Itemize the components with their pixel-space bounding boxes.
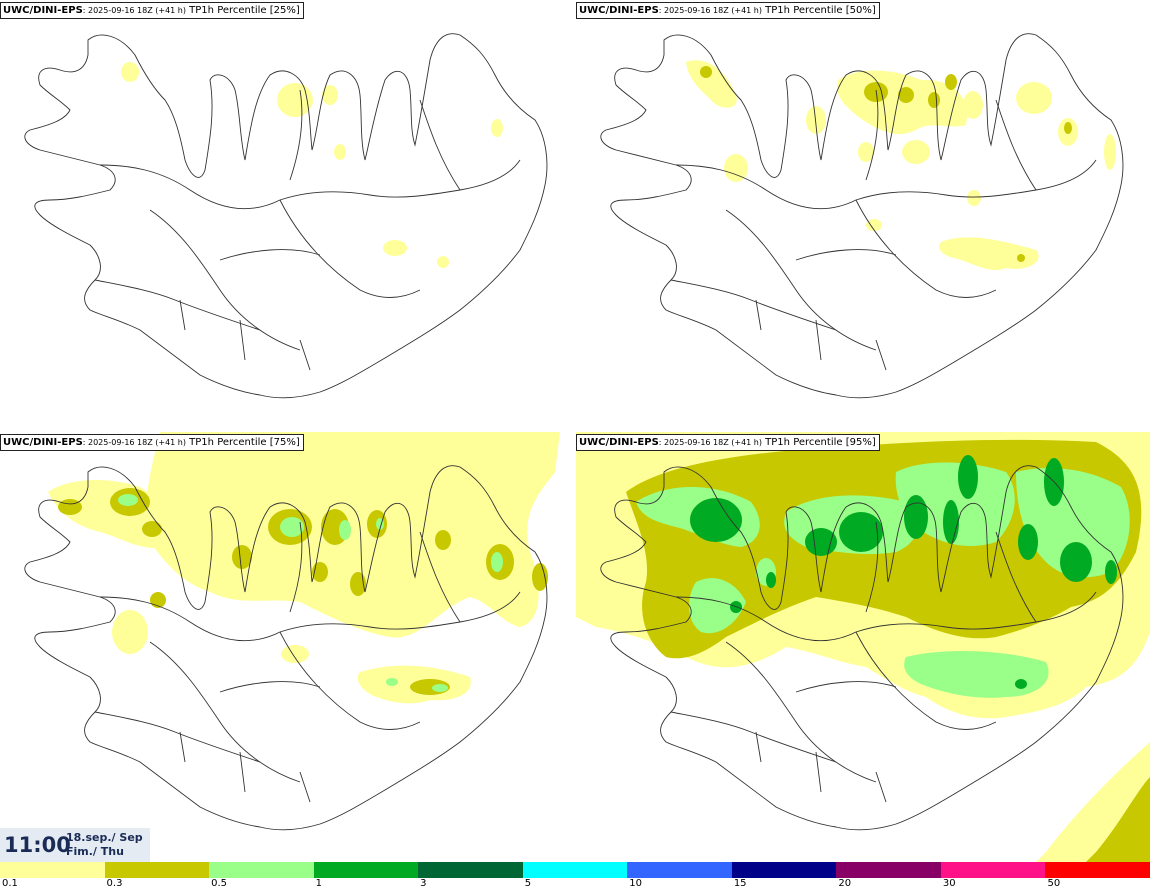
colorbar-tick-label: 50 bbox=[1047, 878, 1061, 889]
colorbar-ticks: 0.1 0.3 0.5 1 3 5 10 15 20 30 50 bbox=[0, 878, 1150, 891]
precip-areas bbox=[48, 432, 561, 704]
valid-date-line1: 18.sep./ Sep bbox=[66, 831, 143, 844]
colorbar-swatch bbox=[104, 862, 210, 878]
panel-title: UWC/DINI-EPS: 2025-09-16 18Z (+41 h) TP1… bbox=[0, 434, 304, 451]
colorbar-swatch bbox=[0, 862, 105, 878]
map-canvas bbox=[576, 432, 1150, 862]
colorbar-swatch bbox=[313, 862, 419, 878]
colorbar-tick-label: 3 bbox=[420, 878, 427, 889]
map-panel-p95: UWC/DINI-EPS: 2025-09-16 18Z (+41 h) TP1… bbox=[576, 432, 1150, 862]
valid-time-box: 11:00 18.sep./ Sep Fim./ Thu bbox=[0, 828, 150, 862]
map-canvas bbox=[600, 33, 1124, 399]
colorbar-swatch bbox=[731, 862, 837, 878]
colorbar-swatch bbox=[627, 862, 732, 878]
map-canvas bbox=[24, 432, 561, 831]
colorbar-tick-label: 5 bbox=[524, 878, 532, 889]
panel-title: UWC/DINI-EPS: 2025-09-16 18Z (+41 h) TP1… bbox=[576, 2, 880, 19]
colorbar-tick-label: 20 bbox=[838, 878, 852, 889]
panel-title: UWC/DINI-EPS: 2025-09-16 18Z (+41 h) TP1… bbox=[576, 434, 880, 451]
map-panel-p25: UWC/DINI-EPS: 2025-09-16 18Z (+41 h) TP1… bbox=[0, 0, 574, 430]
colorbar-swatch bbox=[940, 862, 1046, 878]
precip-areas bbox=[121, 62, 503, 268]
colorbar-tick-label: 0.5 bbox=[211, 878, 227, 889]
colorbar-swatch bbox=[836, 862, 941, 878]
colorbar-tick-label: 0.3 bbox=[106, 878, 123, 889]
colorbar bbox=[0, 862, 1150, 878]
map-canvas bbox=[24, 33, 548, 399]
panel-title: UWC/DINI-EPS: 2025-09-16 18Z (+41 h) TP1… bbox=[0, 2, 304, 19]
colorbar-tick-label: 10 bbox=[629, 878, 642, 889]
valid-date-line2: Fim./ Thu bbox=[66, 845, 124, 858]
map-panel-p75: UWC/DINI-EPS: 2025-09-16 18Z (+41 h) TP1… bbox=[0, 432, 574, 862]
valid-date: 18.sep./ Sep Fim./ Thu bbox=[66, 831, 143, 859]
colorbar-swatch bbox=[1045, 862, 1150, 878]
colorbar-tick-label: 1 bbox=[315, 878, 322, 889]
precip-areas bbox=[576, 432, 1150, 862]
valid-time: 11:00 bbox=[4, 833, 71, 857]
colorbar-swatch bbox=[418, 862, 523, 878]
map-panel-p50: UWC/DINI-EPS: 2025-09-16 18Z (+41 h) TP1… bbox=[576, 0, 1150, 430]
colorbar-swatch bbox=[209, 862, 314, 878]
colorbar-tick-label: 0.1 bbox=[2, 878, 18, 889]
precip-areas bbox=[686, 60, 1116, 271]
colorbar-tick-label: 15 bbox=[733, 878, 747, 889]
colorbar-tick-label: 30 bbox=[942, 878, 956, 889]
colorbar-swatch bbox=[522, 862, 628, 878]
